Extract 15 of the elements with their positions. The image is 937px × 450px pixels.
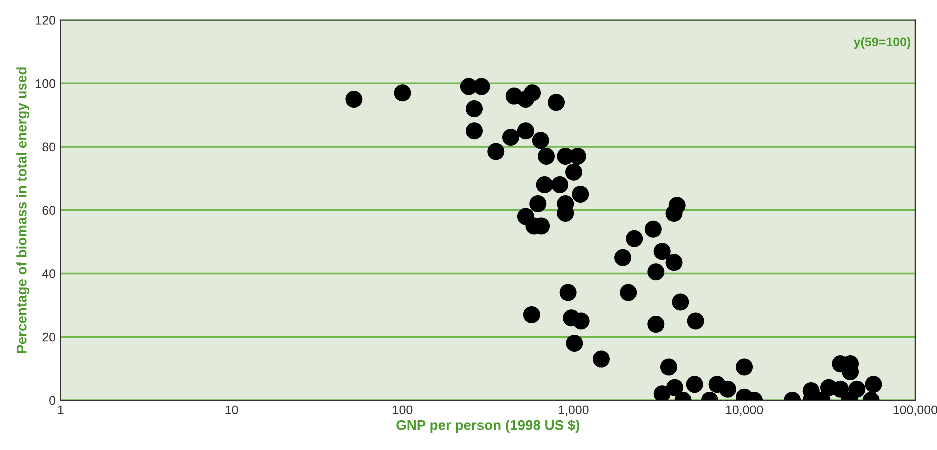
x-axis-title: GNP per person (1998 US $): [396, 420, 580, 433]
y-tick-label: 120: [36, 16, 56, 25]
x-tick-label: 10,000: [726, 406, 764, 416]
y-tick-label: 80: [42, 142, 56, 152]
x-tick-label: 1: [58, 406, 64, 414]
y-tick-label: 100: [36, 79, 56, 88]
y-tick-label: 60: [42, 206, 56, 216]
x-tick-label: 10: [226, 406, 238, 415]
annotation: y(59=100): [854, 37, 911, 50]
y-tick-label: 20: [42, 332, 56, 342]
x-tick-label: 1,000: [558, 406, 589, 416]
y-axis-title: Percentage of biomass in total energy used: [16, 68, 30, 353]
y-tick-label: 40: [42, 270, 56, 278]
x-tick-label: 100: [393, 406, 413, 415]
y-tick-label: 0: [50, 396, 56, 406]
